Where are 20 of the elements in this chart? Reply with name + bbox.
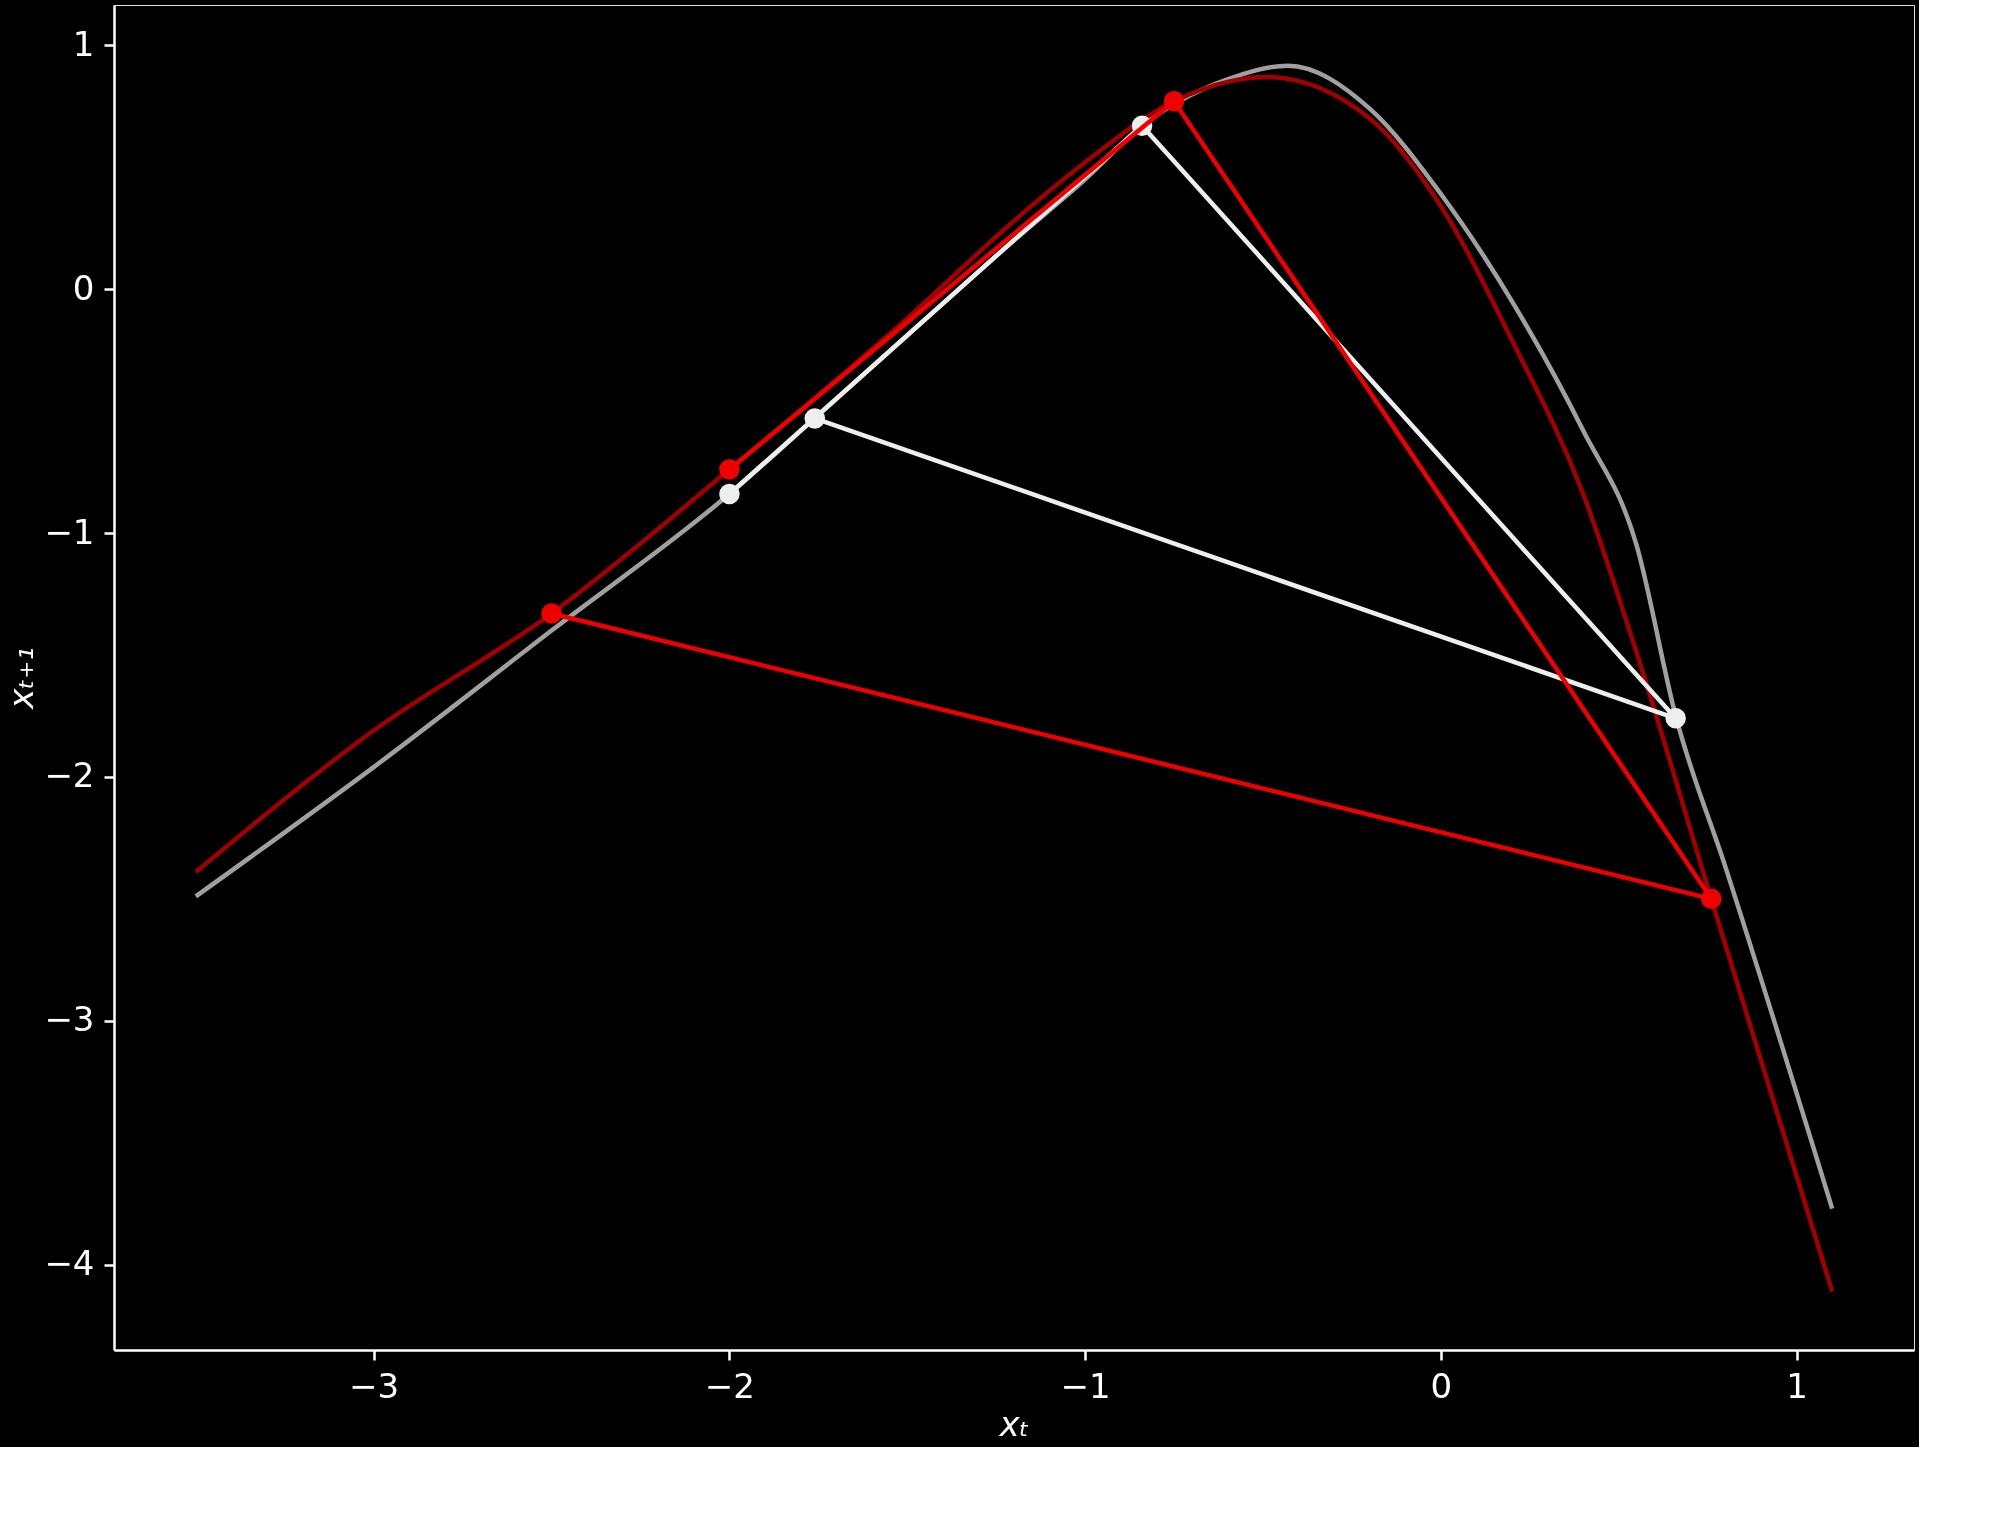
y-tick-label: 1 xyxy=(72,23,95,64)
point xyxy=(719,459,740,480)
point xyxy=(804,408,826,429)
x-axis-title: xₜ xyxy=(998,1403,1030,1444)
y-tick-label: −1 xyxy=(44,511,95,552)
y-tick-label: −2 xyxy=(44,755,95,796)
point xyxy=(719,483,740,505)
x-tick-label: 1 xyxy=(1786,1365,1808,1406)
point xyxy=(541,603,562,624)
point xyxy=(1700,888,1722,910)
y-tick-label: 0 xyxy=(72,267,95,308)
x-tick-label: −3 xyxy=(349,1365,400,1406)
point xyxy=(1665,708,1686,729)
y-tick-label: −3 xyxy=(44,999,95,1040)
x-tick-label: 0 xyxy=(1430,1365,1453,1406)
x-tick-label: −1 xyxy=(1060,1365,1111,1406)
x-tick-label: −2 xyxy=(704,1365,755,1406)
y-axis-title: xₜ₊₁ xyxy=(1,647,42,710)
y-tick-label: −4 xyxy=(44,1243,95,1284)
point xyxy=(1163,91,1185,112)
